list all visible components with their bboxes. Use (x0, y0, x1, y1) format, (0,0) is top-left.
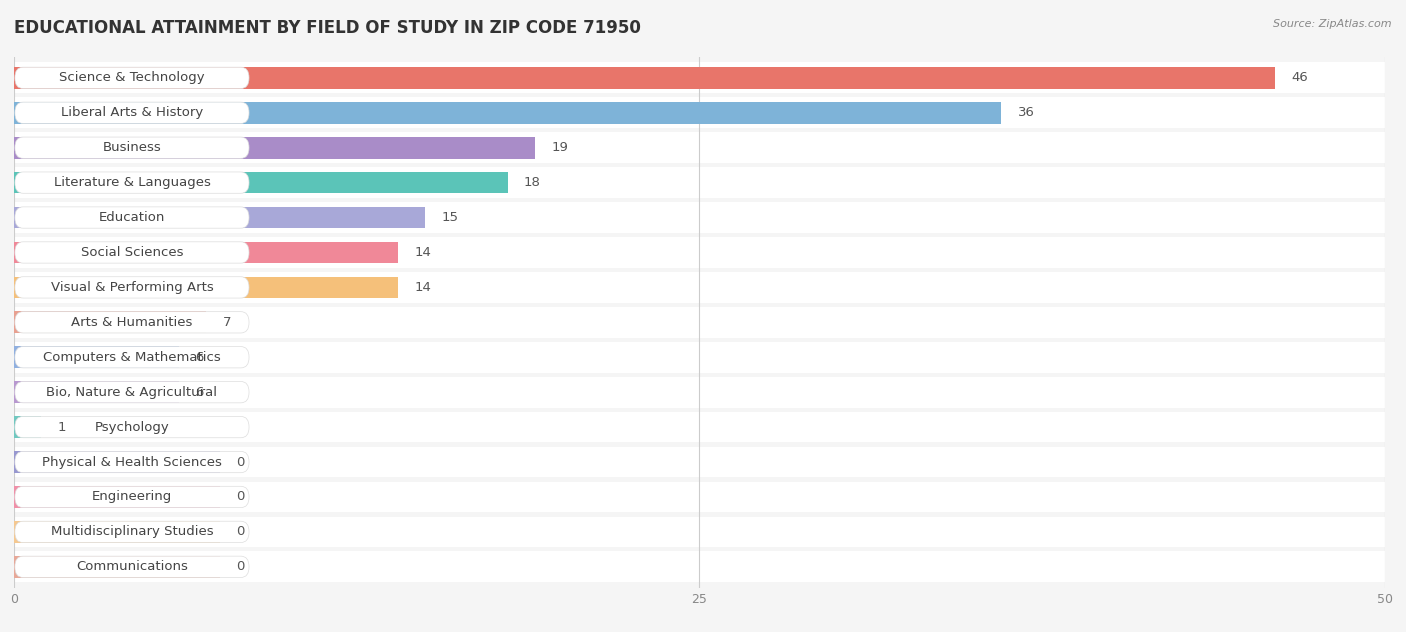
Text: 0: 0 (236, 561, 245, 573)
Bar (14, 482, 1385, 513)
Text: 19: 19 (551, 141, 568, 154)
Bar (14, 63, 1385, 93)
Bar (14, 411, 1385, 442)
FancyBboxPatch shape (15, 346, 249, 368)
Bar (14, 447, 1385, 477)
Text: Business: Business (103, 141, 162, 154)
Text: 0: 0 (236, 525, 245, 538)
FancyBboxPatch shape (15, 416, 249, 438)
Text: 0: 0 (236, 456, 245, 468)
Text: 14: 14 (415, 246, 432, 259)
Bar (14, 381, 179, 403)
Text: Bio, Nature & Agricultural: Bio, Nature & Agricultural (46, 386, 218, 399)
FancyBboxPatch shape (15, 207, 249, 228)
Text: Physical & Health Sciences: Physical & Health Sciences (42, 456, 222, 468)
Text: 18: 18 (524, 176, 541, 189)
Bar (14, 272, 1385, 303)
Text: 6: 6 (195, 351, 204, 364)
FancyBboxPatch shape (15, 312, 249, 333)
Bar (14, 486, 219, 507)
FancyBboxPatch shape (15, 137, 249, 159)
FancyBboxPatch shape (15, 102, 249, 123)
Bar (14, 342, 1385, 373)
Bar (14, 167, 1385, 198)
Bar (14, 202, 1385, 233)
FancyBboxPatch shape (15, 556, 249, 578)
Bar (14, 67, 1275, 88)
Bar (14, 241, 398, 264)
Text: Liberal Arts & History: Liberal Arts & History (60, 106, 202, 119)
Text: 1: 1 (58, 421, 66, 434)
Text: 7: 7 (222, 316, 231, 329)
Bar (14, 207, 425, 228)
FancyBboxPatch shape (15, 486, 249, 507)
FancyBboxPatch shape (15, 172, 249, 193)
Text: Engineering: Engineering (91, 490, 172, 504)
Bar (14, 102, 1001, 124)
Text: 0: 0 (236, 490, 245, 504)
Text: Visual & Performing Arts: Visual & Performing Arts (51, 281, 214, 294)
Bar (14, 172, 508, 193)
Bar (14, 137, 534, 159)
Text: 15: 15 (441, 211, 458, 224)
Bar (14, 521, 219, 543)
Text: EDUCATIONAL ATTAINMENT BY FIELD OF STUDY IN ZIP CODE 71950: EDUCATIONAL ATTAINMENT BY FIELD OF STUDY… (14, 19, 641, 37)
Bar (14, 516, 1385, 547)
FancyBboxPatch shape (15, 67, 249, 88)
Bar (14, 377, 1385, 408)
Bar (14, 237, 1385, 268)
Text: Science & Technology: Science & Technology (59, 71, 205, 84)
Text: Communications: Communications (76, 561, 188, 573)
FancyBboxPatch shape (15, 521, 249, 542)
Bar (14, 552, 1385, 582)
Text: Literature & Languages: Literature & Languages (53, 176, 211, 189)
Bar (14, 312, 207, 333)
FancyBboxPatch shape (15, 277, 249, 298)
Text: 46: 46 (1292, 71, 1309, 84)
Text: Multidisciplinary Studies: Multidisciplinary Studies (51, 525, 214, 538)
Text: Education: Education (98, 211, 165, 224)
Bar (14, 132, 1385, 163)
Bar (14, 307, 1385, 337)
Text: Computers & Mathematics: Computers & Mathematics (44, 351, 221, 364)
FancyBboxPatch shape (15, 242, 249, 263)
Bar (14, 416, 42, 438)
Text: Psychology: Psychology (94, 421, 169, 434)
Text: Arts & Humanities: Arts & Humanities (72, 316, 193, 329)
FancyBboxPatch shape (15, 382, 249, 403)
Text: 36: 36 (1018, 106, 1035, 119)
Text: Source: ZipAtlas.com: Source: ZipAtlas.com (1274, 19, 1392, 29)
Bar (14, 556, 219, 578)
FancyBboxPatch shape (15, 451, 249, 473)
Text: 6: 6 (195, 386, 204, 399)
Bar (14, 277, 398, 298)
Bar (14, 451, 219, 473)
Text: Social Sciences: Social Sciences (80, 246, 183, 259)
Bar (14, 97, 1385, 128)
Text: 14: 14 (415, 281, 432, 294)
Bar (14, 346, 179, 368)
